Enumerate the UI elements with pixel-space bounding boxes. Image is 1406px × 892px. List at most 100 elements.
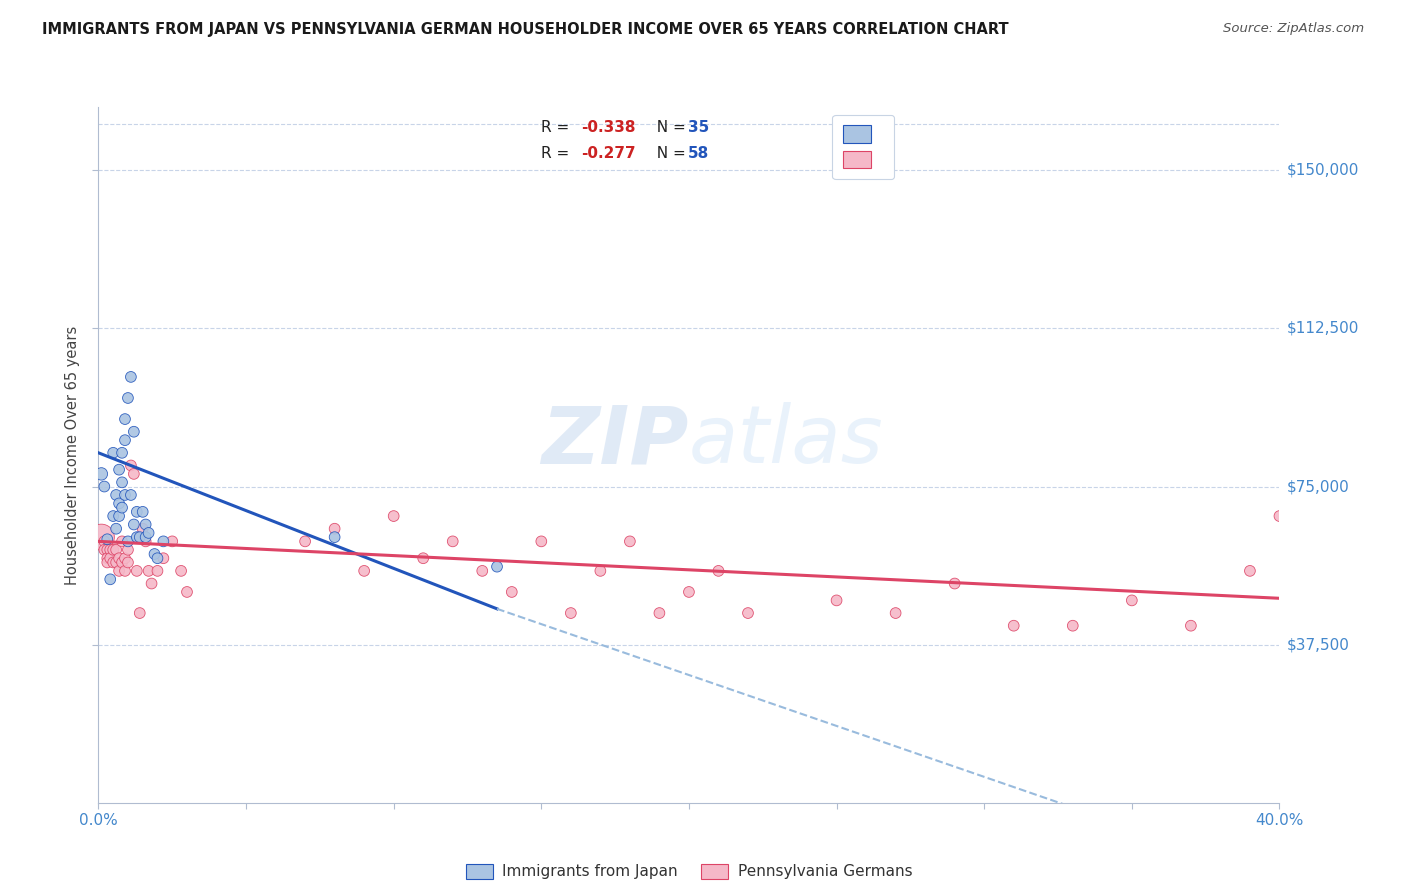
Point — [530, 534, 553, 549]
Point — [120, 458, 142, 473]
Point — [103, 446, 125, 460]
Point — [120, 370, 142, 384]
Point — [294, 534, 316, 549]
Point — [103, 556, 125, 570]
Legend: Immigrants from Japan, Pennsylvania Germans: Immigrants from Japan, Pennsylvania Germ… — [460, 857, 918, 886]
Point — [103, 509, 125, 524]
Point — [108, 564, 131, 578]
Point — [176, 585, 198, 599]
Point — [108, 551, 131, 566]
Point — [323, 530, 346, 544]
Point — [96, 533, 118, 547]
Point — [441, 534, 464, 549]
Text: N =: N = — [647, 120, 690, 135]
Point — [141, 576, 163, 591]
Point — [96, 556, 118, 570]
Point — [353, 564, 375, 578]
Point — [105, 556, 128, 570]
Point — [105, 522, 128, 536]
Point — [98, 551, 121, 566]
Text: Source: ZipAtlas.com: Source: ZipAtlas.com — [1223, 22, 1364, 36]
Point — [111, 556, 134, 570]
Point — [825, 593, 848, 607]
Point — [707, 564, 730, 578]
Point — [122, 517, 145, 532]
Point — [146, 551, 169, 566]
Point — [98, 572, 121, 586]
Point — [501, 585, 523, 599]
Text: atlas: atlas — [689, 402, 884, 480]
Text: N =: N = — [647, 146, 690, 161]
Point — [98, 542, 121, 557]
Point — [648, 606, 671, 620]
Point — [382, 509, 405, 524]
Point — [93, 479, 115, 493]
Point — [114, 412, 136, 426]
Point — [128, 530, 150, 544]
Text: R =: R = — [541, 146, 575, 161]
Point — [111, 475, 134, 490]
Point — [619, 534, 641, 549]
Point — [108, 463, 131, 477]
Point — [128, 606, 150, 620]
Point — [117, 542, 139, 557]
Point — [103, 542, 125, 557]
Point — [122, 425, 145, 439]
Point — [125, 564, 148, 578]
Text: -0.277: -0.277 — [581, 146, 636, 161]
Point — [135, 530, 157, 544]
Point — [132, 522, 155, 536]
Point — [114, 488, 136, 502]
Point — [1268, 509, 1291, 524]
Point — [111, 446, 134, 460]
Point — [90, 467, 112, 481]
Point — [114, 551, 136, 566]
Text: $75,000: $75,000 — [1286, 479, 1350, 494]
Point — [138, 525, 160, 540]
Point — [122, 467, 145, 481]
Text: $150,000: $150,000 — [1286, 163, 1358, 178]
Point — [560, 606, 582, 620]
Point — [589, 564, 612, 578]
Point — [117, 534, 139, 549]
Point — [135, 517, 157, 532]
Point — [120, 488, 142, 502]
Point — [138, 564, 160, 578]
Point — [108, 509, 131, 524]
Point — [111, 534, 134, 549]
Point — [105, 488, 128, 502]
Point — [1121, 593, 1143, 607]
Point — [117, 391, 139, 405]
Point — [412, 551, 434, 566]
Point — [96, 542, 118, 557]
Point — [114, 564, 136, 578]
Point — [125, 530, 148, 544]
Point — [93, 534, 115, 549]
Point — [152, 534, 174, 549]
Point — [105, 542, 128, 557]
Point — [1002, 618, 1025, 632]
Point — [678, 585, 700, 599]
Point — [323, 522, 346, 536]
Text: $112,500: $112,500 — [1286, 321, 1358, 336]
Point — [152, 551, 174, 566]
Point — [132, 505, 155, 519]
Point — [1062, 618, 1084, 632]
Point — [108, 496, 131, 510]
Text: 35: 35 — [688, 120, 709, 135]
Point — [114, 433, 136, 447]
Point — [737, 606, 759, 620]
Text: 58: 58 — [688, 146, 709, 161]
Text: R =: R = — [541, 120, 575, 135]
Text: IMMIGRANTS FROM JAPAN VS PENNSYLVANIA GERMAN HOUSEHOLDER INCOME OVER 65 YEARS CO: IMMIGRANTS FROM JAPAN VS PENNSYLVANIA GE… — [42, 22, 1010, 37]
Point — [471, 564, 494, 578]
Point — [96, 551, 118, 566]
Point — [1180, 618, 1202, 632]
Point — [486, 559, 509, 574]
Point — [1239, 564, 1261, 578]
Point — [884, 606, 907, 620]
Point — [117, 556, 139, 570]
Text: $37,500: $37,500 — [1286, 637, 1350, 652]
Text: ZIP: ZIP — [541, 402, 689, 480]
Point — [90, 530, 112, 544]
